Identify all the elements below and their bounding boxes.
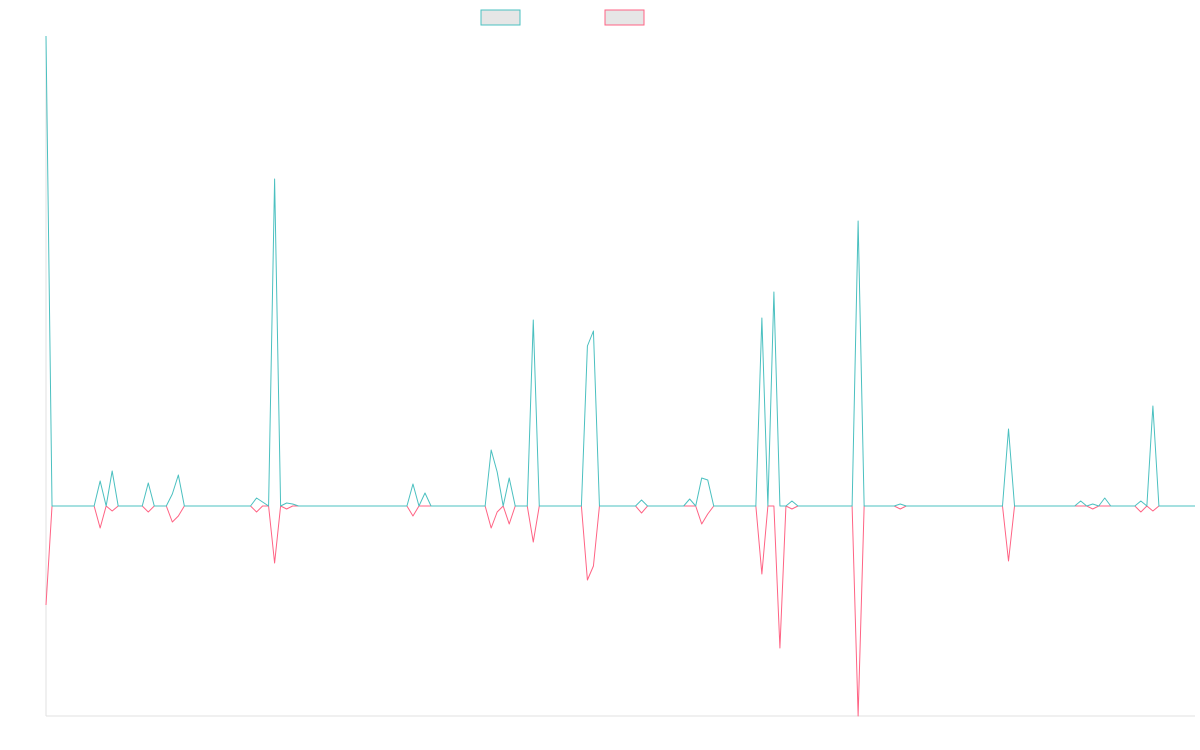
legend-swatch[interactable] <box>480 9 521 26</box>
series-line <box>45 35 1195 507</box>
series-line <box>45 505 1195 717</box>
axes <box>45 36 1195 717</box>
legend-swatch[interactable] <box>604 9 645 26</box>
plot-area <box>45 35 1195 717</box>
legend <box>480 9 645 26</box>
